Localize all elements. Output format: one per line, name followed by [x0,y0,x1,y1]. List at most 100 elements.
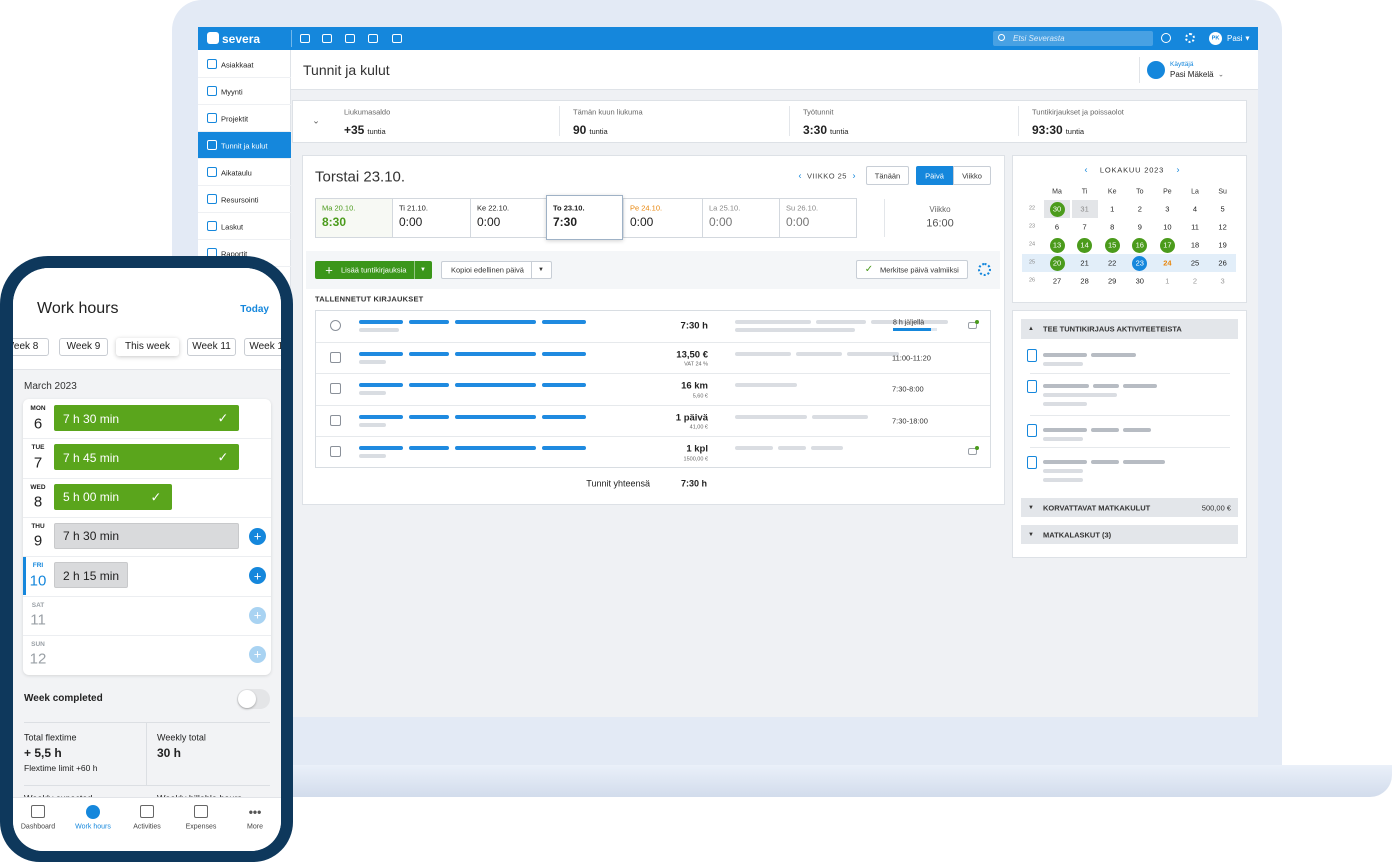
calendar-day[interactable]: 17 [1163,240,1172,250]
comment-icon[interactable] [968,448,977,455]
calendar-day[interactable]: 29 [1108,276,1117,286]
nav-label[interactable]: Expenses [185,823,217,831]
nav-icon[interactable] [194,805,208,818]
avatar[interactable] [1209,32,1222,45]
calendar-day[interactable]: 2 [1137,204,1142,214]
activity-icon[interactable] [1027,349,1037,362]
calendar-day[interactable]: 3 [1220,276,1225,286]
today-button[interactable] [866,166,909,185]
next-week[interactable]: › [852,170,856,181]
week-tab[interactable] [116,338,179,356]
week-tab[interactable] [244,338,281,356]
calendar-day[interactable]: 30 [1135,276,1144,286]
nav-label[interactable]: More [247,823,263,831]
hours-bar[interactable] [54,483,172,510]
calendar-day[interactable]: 7 [1082,222,1087,232]
calendar-day[interactable]: 13 [1052,240,1062,250]
toolbar-icon[interactable] [392,34,402,43]
prev-month[interactable]: ‹ [1084,164,1088,175]
calendar-day[interactable]: 6 [1054,222,1060,232]
nav-label[interactable]: Dashboard [20,823,56,831]
toolbar-icon[interactable] [368,34,378,43]
complete-button[interactable] [856,260,968,279]
sidebar-item[interactable]: Aikataulu [221,167,252,177]
nav-label[interactable]: Work hours [75,823,111,831]
settings-gear[interactable] [978,263,991,276]
sidebar-item[interactable]: Projektit [221,113,249,123]
calendar-day[interactable]: 9 [1137,222,1142,232]
add-hours-button[interactable] [249,527,266,545]
calendar-day[interactable]: 18 [1190,240,1200,250]
calendar-day[interactable]: 11 [1191,222,1199,232]
add-hours-button[interactable] [249,645,266,663]
calendar-day[interactable]: 21 [1080,258,1089,268]
calendar-day[interactable]: 22 [1108,258,1117,268]
sidebar-item[interactable]: Myynti [221,86,243,96]
add-button[interactable] [315,261,432,279]
sidebar-item[interactable]: Asiakkaat [221,59,254,69]
calendar-day[interactable]: 12 [1218,222,1227,232]
calendar-day[interactable]: 8 [1110,222,1115,232]
search-box[interactable] [993,31,1153,46]
calendar-day[interactable]: 1 [1110,204,1115,214]
calendar-day[interactable]: 19 [1218,240,1227,250]
calendar-day[interactable]: 20 [1052,258,1062,268]
toolbar-icon[interactable] [300,34,310,43]
activity-icon[interactable] [1027,424,1037,437]
prev-week[interactable]: ‹ [798,170,802,181]
calendar-day[interactable]: 3 [1165,204,1170,214]
nav-label[interactable]: Activities [133,823,161,831]
calendar-day[interactable]: 5 [1220,204,1225,214]
sidebar-item[interactable]: Laskut [221,221,244,231]
week-tab[interactable] [13,338,49,356]
activity-icon[interactable] [1027,380,1037,393]
nav-icon[interactable]: ••• [248,805,262,819]
calendar-day[interactable]: 30 [1052,204,1062,214]
hours-bar[interactable] [54,522,239,549]
sidebar-item[interactable]: Raportit [221,248,248,258]
sidebar-item[interactable]: Tunnit ja kulut [221,140,268,150]
expand-chevron[interactable]: ⌄ [312,115,320,126]
calendar-day[interactable]: 26 [1218,258,1227,268]
week-tab[interactable] [59,338,108,356]
comment-icon[interactable] [968,322,977,329]
settings-icon[interactable] [1185,33,1195,43]
calendar-day[interactable]: 4 [1192,204,1198,214]
hours-bar[interactable] [54,405,239,431]
week-tab[interactable] [187,338,236,356]
day-tab-selected[interactable] [546,195,623,240]
next-month[interactable]: › [1176,164,1180,175]
toolbar-icon[interactable] [322,34,332,43]
calendar-day[interactable]: 23 [1135,258,1144,268]
calendar-day[interactable]: 24 [1163,258,1172,268]
section-header[interactable] [1021,525,1238,544]
hours-bar[interactable] [54,444,239,471]
add-hours-button[interactable] [249,567,266,585]
sidebar-item[interactable]: Resursointi [221,194,259,204]
copy-button[interactable] [441,261,552,279]
calendar-day[interactable]: 28 [1080,276,1089,286]
nav-icon[interactable] [86,805,100,819]
calendar-day[interactable]: 14 [1080,240,1089,250]
toolbar-icon[interactable] [345,34,355,43]
calendar-day[interactable]: 1 [1165,276,1170,286]
today-link[interactable]: Today [240,303,269,315]
view-week-button[interactable] [953,166,991,185]
calendar-day[interactable]: 16 [1135,240,1144,250]
calendar-day[interactable]: 31 [1080,204,1089,214]
add-hours-button[interactable] [249,606,266,624]
help-icon[interactable] [1161,33,1171,43]
calendar-day[interactable]: 25 [1190,258,1200,268]
section-header[interactable] [1021,319,1238,339]
nav-icon[interactable] [31,805,45,818]
hours-bar[interactable] [54,562,128,589]
calendar-day[interactable]: 15 [1108,240,1117,250]
calendar-day[interactable]: 2 [1192,276,1198,286]
calendar-day[interactable]: 27 [1052,276,1062,286]
day-tab[interactable] [316,199,392,237]
view-day-button[interactable] [916,166,953,185]
nav-icon[interactable] [140,805,154,818]
activity-icon[interactable] [1027,456,1037,469]
calendar-day[interactable]: 10 [1163,222,1172,232]
section-header[interactable] [1021,498,1238,517]
